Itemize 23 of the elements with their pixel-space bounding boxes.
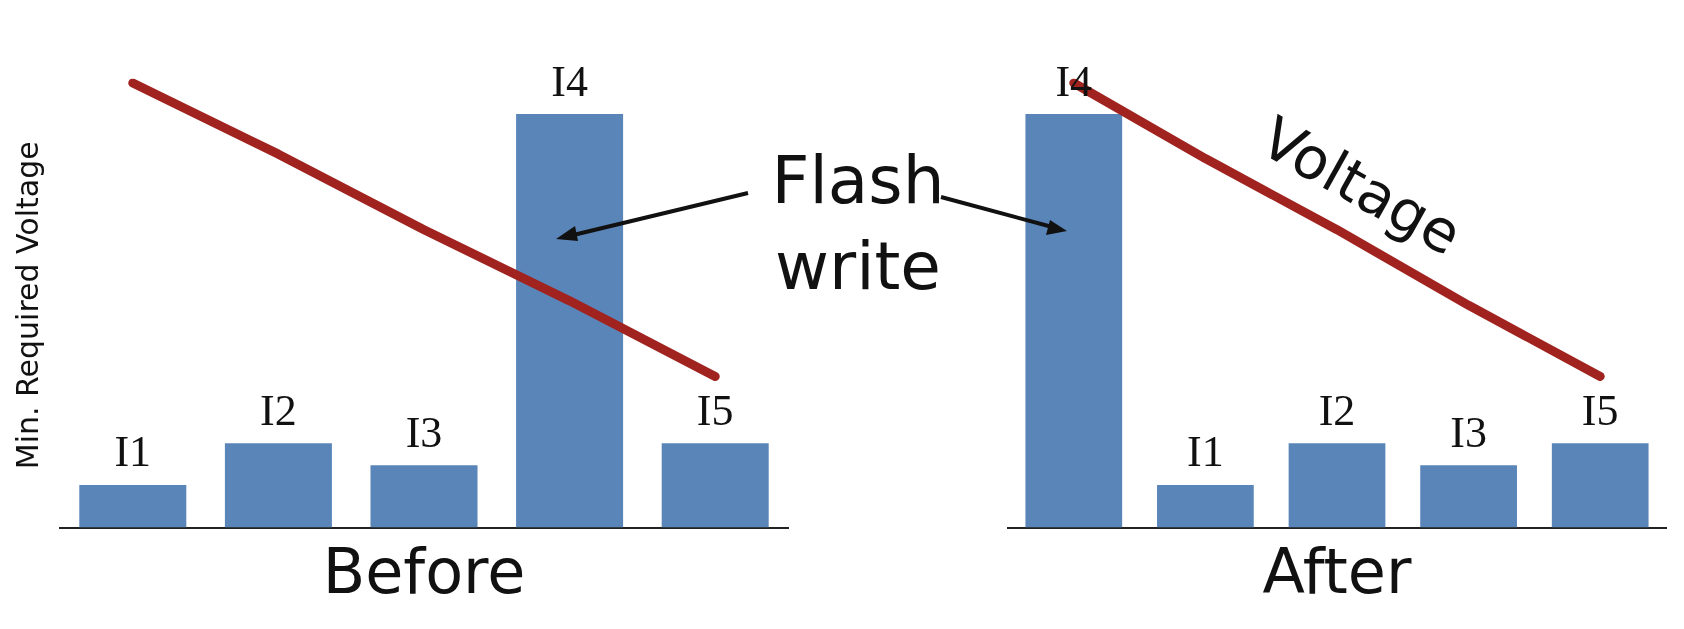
- x-tick-label: I3: [405, 407, 443, 457]
- bar: [370, 465, 478, 528]
- x-tick-label: I3: [1450, 407, 1487, 457]
- bar: [79, 484, 187, 528]
- bar: [661, 443, 769, 528]
- bar: [1025, 114, 1123, 528]
- x-axis-title: Before: [322, 534, 526, 608]
- bar: [1288, 443, 1386, 528]
- bar: [516, 114, 624, 528]
- annotation: Flash write: [770, 141, 946, 307]
- x-tick-label: I5: [696, 385, 734, 435]
- bar: [1420, 465, 1517, 528]
- x-tick-label: I1: [114, 427, 152, 477]
- x-tick-label: I5: [1581, 385, 1619, 435]
- bar: [224, 443, 332, 528]
- x-tick-label: I2: [260, 385, 297, 435]
- x-tick-label: I1: [1187, 427, 1224, 477]
- x-tick-label: I4: [551, 56, 588, 106]
- x-axis-title: After: [1262, 534, 1412, 608]
- bar: [1551, 443, 1649, 528]
- x-tick-label: I2: [1318, 385, 1356, 435]
- y-axis-title: Min. Required Voltage: [9, 141, 45, 470]
- bar: [1157, 484, 1254, 528]
